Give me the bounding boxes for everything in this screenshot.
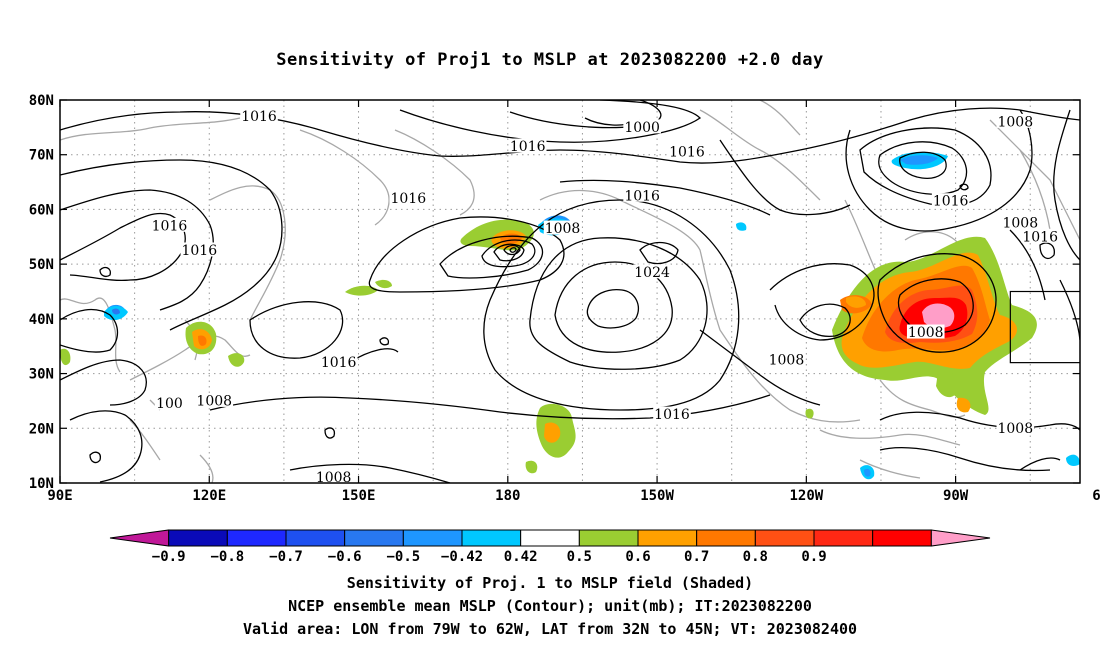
colorbar-label: 0.42 <box>504 549 538 565</box>
colorbar-box <box>637 529 698 547</box>
colorbar-box <box>813 529 874 547</box>
colorbar-label: −0.7 <box>269 549 303 565</box>
contour-label: 1016 <box>241 109 277 125</box>
colorbar-end-high <box>930 529 991 547</box>
contour-label-bg <box>668 143 706 158</box>
contour-label: 1000 <box>624 120 660 136</box>
lat-tick-label: 50N <box>29 257 54 273</box>
chart-title: Sensitivity of Proj1 to MSLP at 20230822… <box>276 50 824 70</box>
contour-label-bg <box>508 138 547 153</box>
contour-label-bg <box>906 324 945 339</box>
colorbar-box <box>226 529 287 547</box>
colorbar-box <box>285 529 346 547</box>
colorbar-label: −0.8 <box>210 549 244 565</box>
contour-label-bg <box>633 264 671 279</box>
colorbar-box <box>402 529 463 547</box>
colorbar: −0.9 −0.8 −0.7 −0.6 −0.5 −0.42 0.42 0.5 0.6 0.7 0.… <box>109 529 991 565</box>
contour-label-bg <box>543 220 582 235</box>
contour-label-bg <box>195 392 234 407</box>
lon-tick-label: 150W <box>640 488 674 504</box>
colorbar-box <box>168 529 228 547</box>
lat-tick-label: 60N <box>29 202 54 218</box>
contour-label-bg <box>623 119 661 134</box>
contour-label: 1008 <box>545 221 581 237</box>
contour-label: 1016 <box>510 139 546 155</box>
colorbar-box <box>696 529 756 547</box>
contour-label-bg <box>996 113 1035 128</box>
contour-label-bg <box>180 242 219 257</box>
caption-line-1: Sensitivity of Proj. 1 to MSLP field (Sh… <box>346 574 754 592</box>
lon-tick-label: 120W <box>789 488 823 504</box>
contour-label: 1016 <box>669 144 705 160</box>
contour-label: 1008 <box>997 114 1033 130</box>
colorbar-end-low <box>109 529 170 547</box>
contour-label: 1016 <box>181 243 217 259</box>
lat-tick-label: 70N <box>29 148 54 164</box>
contour-label-bg <box>1001 215 1040 230</box>
lon-tick-label: 150E <box>342 488 376 504</box>
contour-label: 1016 <box>654 407 690 423</box>
lon-tick-label: 90W <box>943 488 969 504</box>
contour-label-bg <box>389 190 428 205</box>
colorbar-box <box>754 529 815 547</box>
colorbar-label: 0.9 <box>801 549 826 565</box>
caption-line-3: Valid area: LON from 79W to 62W, LAT fro… <box>242 620 858 638</box>
colorbar-label: 0.7 <box>684 549 709 565</box>
contour-label-bg <box>314 469 353 483</box>
colorbar-label: −0.42 <box>441 549 483 565</box>
valid-area-box <box>1009 290 1080 364</box>
colorbar-label: −0.9 <box>152 549 186 565</box>
colorbar-label: −0.5 <box>386 549 420 565</box>
colorbar-box <box>872 529 932 547</box>
contour-label-bg <box>931 193 970 208</box>
lat-tick-label: 10N <box>29 476 54 492</box>
contour-label-bg <box>154 395 185 410</box>
contour-label-bg <box>767 351 806 366</box>
map-frame <box>59 99 1081 484</box>
contour-label-bg <box>1021 228 1059 243</box>
contour-label-bg <box>319 354 358 369</box>
contour-label: 1016 <box>152 218 188 234</box>
contour-label: 100 <box>156 396 183 412</box>
contour-label: 1008 <box>997 421 1033 437</box>
contour-label: 1008 <box>769 352 805 368</box>
contour-label: 1008 <box>196 393 232 409</box>
lon-tick-label: 60W <box>1092 488 1100 504</box>
colorbar-label: −0.6 <box>328 549 362 565</box>
colorbar-label: 0.6 <box>625 549 650 565</box>
caption-line-2: NCEP ensemble mean MSLP (Contour); unit(… <box>288 597 812 615</box>
contour-label-bg <box>653 406 691 421</box>
contour-label: 1016 <box>624 188 660 204</box>
colorbar-label: 0.8 <box>743 549 768 565</box>
contour-label-bg <box>996 420 1035 435</box>
lon-tick-label: 180 <box>495 488 520 504</box>
contour-label-bg <box>623 187 661 202</box>
lat-tick-label: 20N <box>29 421 54 437</box>
contour-label: 1016 <box>1022 229 1058 245</box>
colorbar-box <box>344 529 404 547</box>
contour-label: 1008 <box>908 325 944 341</box>
colorbar-label: 0.5 <box>567 549 592 565</box>
lon-tick-label: 90E <box>47 488 72 504</box>
contour-label: 1016 <box>321 355 357 371</box>
lat-tick-label: 40N <box>29 312 54 328</box>
contour-label-bg <box>240 108 278 123</box>
sensitivity-shading <box>60 151 1080 480</box>
lat-tick-label: 30N <box>29 367 54 383</box>
contour-label: 1016 <box>390 191 426 207</box>
contour-label-bg <box>150 217 189 232</box>
contour-label: 1016 <box>933 194 969 210</box>
lon-tick-label: 120E <box>192 488 226 504</box>
colorbar-box <box>578 529 639 547</box>
contour-label: 1024 <box>634 265 670 281</box>
lat-tick-label: 80N <box>29 93 54 109</box>
contour-label: 1008 <box>316 470 352 486</box>
contour-label: 1008 <box>1002 216 1038 232</box>
colorbar-box <box>520 529 580 547</box>
colorbar-box <box>461 529 522 547</box>
